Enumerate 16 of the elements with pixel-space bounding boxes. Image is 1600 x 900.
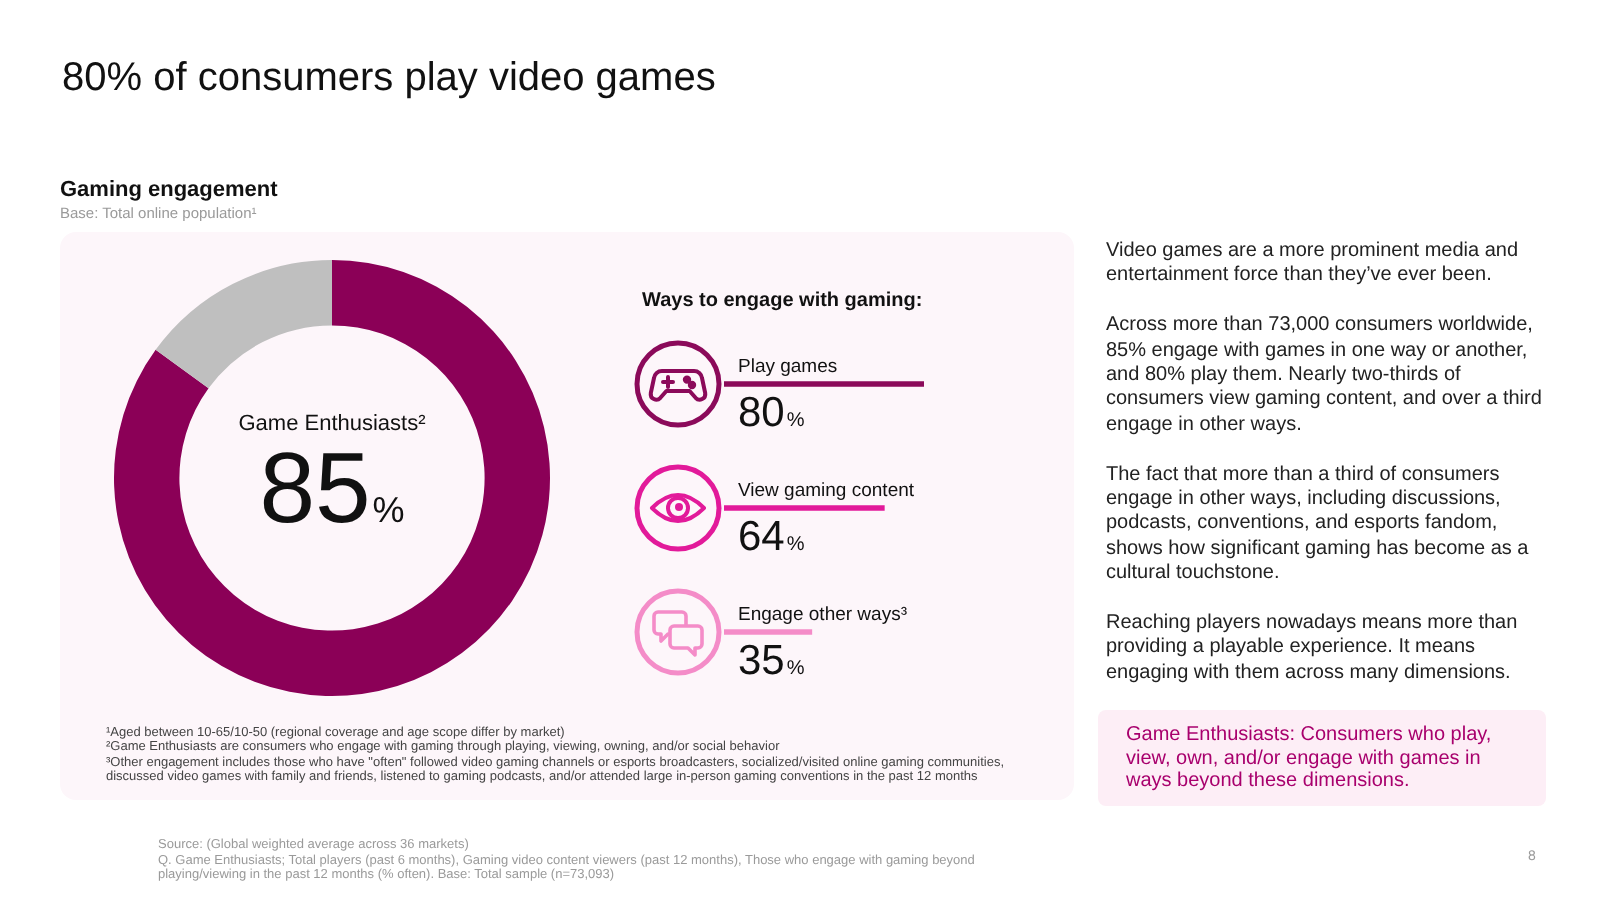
y-tick-label: View gaming content — [738, 480, 915, 502]
chart-title: Ways to engage with gaming: — [642, 290, 923, 314]
y-tick-label: Engage other ways³ — [738, 604, 907, 626]
slice-label: Game Enthusiasts² — [238, 412, 427, 436]
data-label: 35% — [738, 638, 805, 684]
text: Video games are a more prominent media and entertainment force than they’ve ever been. — [1106, 240, 1521, 290]
text: The fact that more than a third of consumers engage in other ways, including discussions, podcasts, conventions, and esports fandom, shows how significant gaming has become as a cultural touchstone. — [1106, 463, 1531, 588]
text: Across more than 73,000 consumers worldwide, 85% engage with games in one way or another, and 80% play them. Nearly two-thirds of consumers view gaming content, and over a third engage in other ways. — [1106, 314, 1544, 439]
chart-title: 80% of consumers play video games — [62, 56, 716, 100]
text: Reaching players nowadays means more than providing a playable experience. It means engaging with them across many dimensions. — [1106, 612, 1520, 687]
note-card: Game Enthusiasts: Consumers who play, view, own, and/or engage with games in ways beyond these dimensions. — [1098, 710, 1546, 806]
data-label: 64% — [738, 514, 805, 560]
chart-subtitle: Gaming engagement — [60, 178, 278, 202]
data-label: 80% — [738, 390, 805, 436]
y-tick-label: Play games — [738, 356, 838, 378]
data-label: 85% — [259, 432, 405, 544]
